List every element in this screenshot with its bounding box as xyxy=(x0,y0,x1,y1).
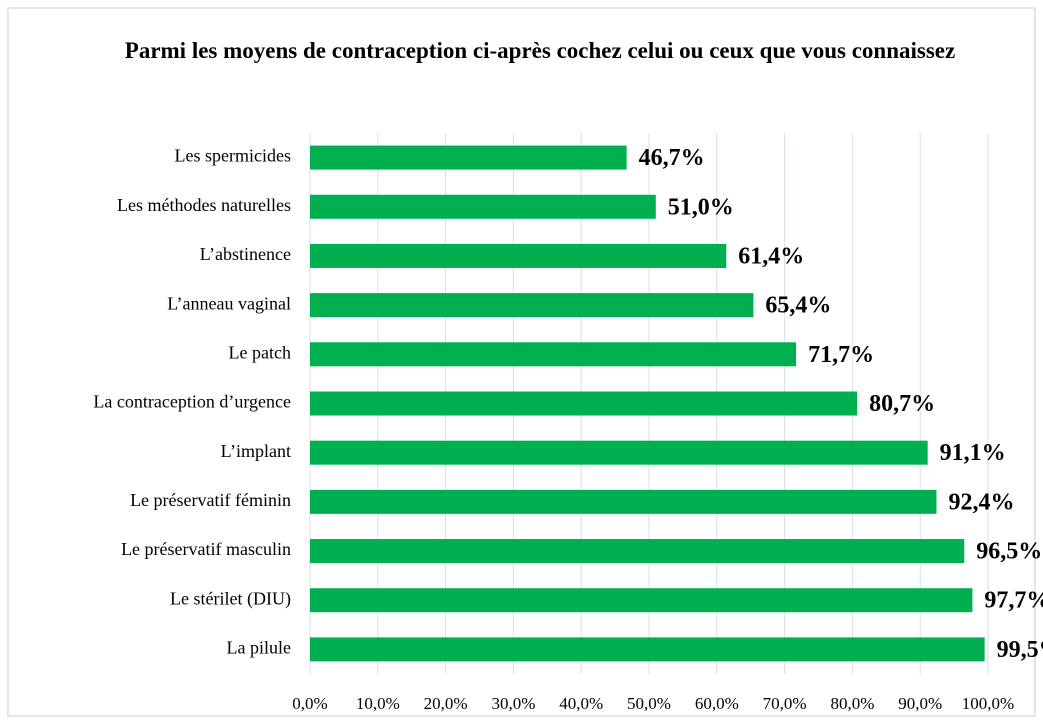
x-tick-label: 20,0% xyxy=(424,694,468,713)
value-label: 71,7% xyxy=(808,342,874,368)
x-tick-label: 50,0% xyxy=(627,694,671,713)
bar xyxy=(310,539,965,564)
x-tick-label: 40,0% xyxy=(559,694,603,713)
bar xyxy=(310,145,627,170)
value-label: 80,7% xyxy=(869,391,935,417)
x-tick-label: 30,0% xyxy=(491,694,535,713)
x-tick-label: 100,0% xyxy=(962,694,1014,713)
value-label: 97,7% xyxy=(984,588,1043,614)
bar xyxy=(310,243,727,268)
chart-border xyxy=(7,7,1036,717)
bar xyxy=(310,293,754,318)
y-tick-label: L’implant xyxy=(221,441,291,461)
value-label: 61,4% xyxy=(738,243,804,269)
chart-title: Parmi les moyens de contraception ci-apr… xyxy=(124,38,956,63)
bar xyxy=(310,342,797,367)
y-tick-label: Le préservatif masculin xyxy=(121,539,291,559)
value-label: 96,5% xyxy=(976,539,1042,565)
value-label: 91,1% xyxy=(940,440,1006,466)
bar xyxy=(310,637,985,662)
value-label: 92,4% xyxy=(948,489,1014,515)
x-tick-label: 0,0% xyxy=(292,694,327,713)
value-label: 99,5% xyxy=(997,637,1043,663)
x-tick-label: 60,0% xyxy=(695,694,739,713)
y-tick-label: Le préservatif féminin xyxy=(130,490,291,510)
bar xyxy=(310,391,858,416)
bar xyxy=(310,489,937,514)
y-tick-label: Le stérilet (DIU) xyxy=(170,588,291,609)
x-tick-label: 70,0% xyxy=(763,694,807,713)
y-tick-label: La pilule xyxy=(227,638,291,658)
value-label: 46,7% xyxy=(639,145,705,171)
value-label: 65,4% xyxy=(765,293,831,319)
bar xyxy=(310,588,973,613)
x-tick-label: 80,0% xyxy=(830,694,874,713)
x-tick-label: 90,0% xyxy=(898,694,942,713)
y-tick-label: L’anneau vaginal xyxy=(167,293,291,313)
bar xyxy=(310,194,656,219)
y-tick-label: La contraception d’urgence xyxy=(93,392,291,412)
y-tick-label: L’abstinence xyxy=(200,244,291,264)
y-tick-label: Les méthodes naturelles xyxy=(117,195,291,215)
x-tick-label: 10,0% xyxy=(356,694,400,713)
value-label: 51,0% xyxy=(668,194,734,220)
y-tick-label: Les spermicides xyxy=(175,146,291,166)
bar xyxy=(310,440,928,465)
y-tick-label: Le patch xyxy=(229,342,291,362)
